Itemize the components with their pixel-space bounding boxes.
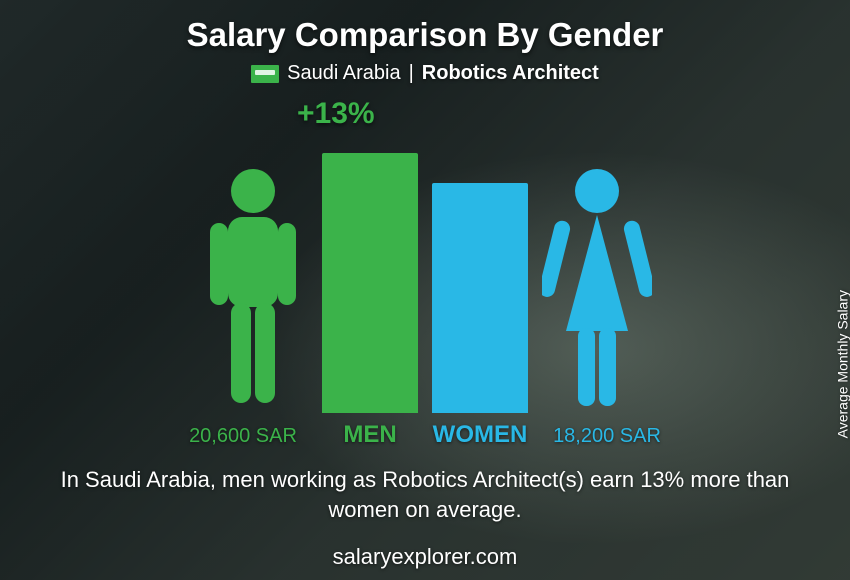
delta-label: +13% bbox=[297, 97, 375, 131]
gender-men: MEN bbox=[322, 421, 418, 449]
salary-women: 18,200 SAR bbox=[542, 425, 672, 448]
bar-women bbox=[432, 183, 528, 413]
bar-men bbox=[322, 153, 418, 413]
country-label: Saudi Arabia bbox=[287, 62, 400, 85]
infographic: Salary Comparison By Gender Saudi Arabia… bbox=[0, 0, 850, 580]
salary-men: 20,600 SAR bbox=[178, 425, 308, 448]
y-axis-label: Average Monthly Salary bbox=[834, 290, 850, 438]
gender-women: WOMEN bbox=[432, 421, 528, 449]
description: In Saudi Arabia, men working as Robotics… bbox=[55, 465, 795, 524]
source-label: salaryexplorer.com bbox=[333, 544, 518, 570]
separator: | bbox=[409, 62, 414, 85]
bar-row bbox=[105, 133, 745, 413]
labels-row: 20,600 SAR MEN WOMEN 18,200 SAR bbox=[105, 421, 745, 449]
subtitle: Saudi Arabia | Robotics Architect bbox=[251, 62, 599, 85]
female-icon bbox=[542, 163, 652, 413]
role-label: Robotics Architect bbox=[422, 62, 599, 85]
flag-icon bbox=[251, 65, 279, 83]
chart-area: +13% bbox=[105, 97, 745, 413]
page-title: Salary Comparison By Gender bbox=[187, 16, 664, 54]
male-icon bbox=[198, 163, 308, 413]
